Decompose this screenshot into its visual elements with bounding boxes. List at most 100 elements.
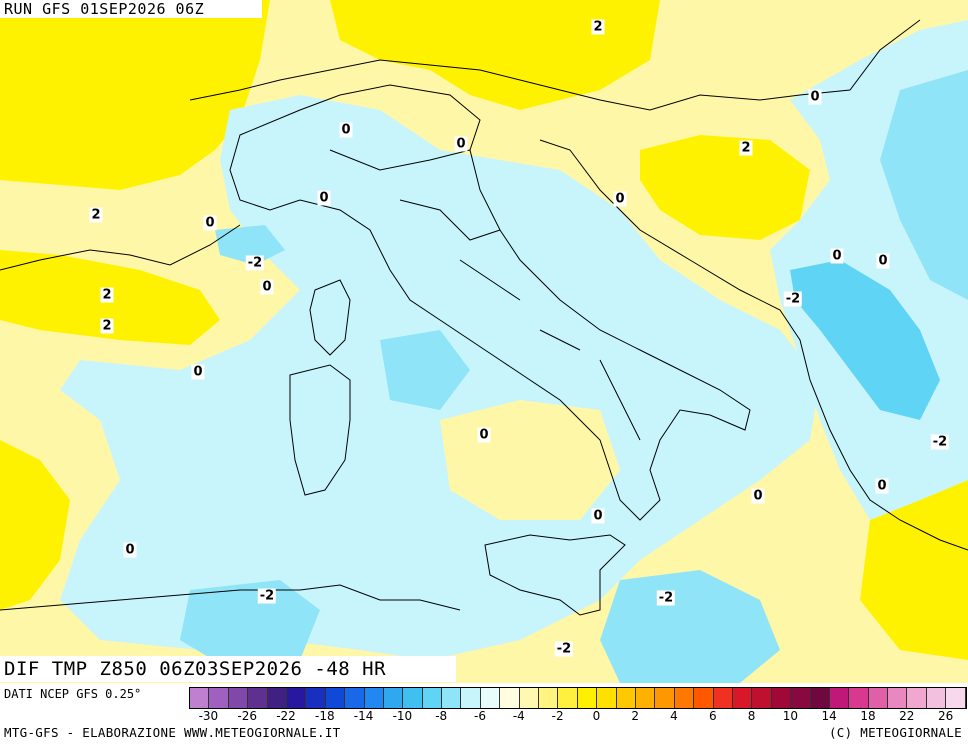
color-scale-cell [325,688,346,708]
cool-anomaly-ligurian [320,130,450,210]
color-scale-cell [732,688,753,708]
contour-label: 2 [591,19,605,35]
france-spain-coast [0,224,241,271]
field-title: DIF TMP Z850 06Z03SEP2026 -48 HR [0,656,456,682]
color-scale-cell [655,688,675,708]
color-scale-cell [442,688,462,708]
color-scale-cell [286,688,307,708]
color-scale-cell [364,688,384,708]
color-scale-cell [888,688,908,708]
contour-label: 0 [191,364,205,380]
contour-label: -2 [656,590,676,606]
italy-coastline [229,84,751,521]
color-scale-cell [674,688,695,708]
contour-label: -2 [257,588,277,604]
color-scale-tick-label: 4 [670,709,678,723]
color-scale-cell [519,688,540,708]
color-scale-cell [306,688,326,708]
color-scale-cell [907,688,927,708]
color-scale-cell [946,688,966,708]
color-scale-cell [926,688,947,708]
contour-label: 0 [203,215,217,231]
contour-label: 2 [100,318,114,334]
color-scale-tick-label: 14 [821,709,837,723]
color-scale-cell [403,688,423,708]
color-scale-tick-label: -26 [237,709,257,723]
balkan-coastline [539,139,968,551]
run-label: RUN GFS 01SEP2026 06Z [0,0,262,18]
color-scale-cell [248,688,268,708]
color-scale-cell [383,688,404,708]
color-scale-cell [771,688,792,708]
color-scale-tick-label: 8 [747,709,756,723]
color-scale-cell [868,688,889,708]
color-scale-cell [752,688,772,708]
contour-label: 0 [339,122,353,138]
color-scale-tick-label: -4 [512,709,525,723]
color-scale-cell [267,688,287,708]
color-scale-tick-label: 10 [782,709,799,723]
color-scale-tick-label: 18 [860,709,876,723]
contour-label: 0 [260,279,274,295]
corsica-coastline [309,279,351,356]
color-scale-tick-label: -8 [435,709,448,723]
color-scale-tick-label: 2 [631,709,640,723]
map-canvas [0,0,968,683]
color-scale-tick-label: -14 [353,709,374,723]
cold-anomaly-east-edge [880,70,968,300]
color-scale-cell [577,688,598,708]
credits-label: MTG-GFS - ELABORAZIONE WWW.METEOGIORNALE… [4,725,341,740]
contour-label: 2 [100,287,114,303]
contour-label: 0 [830,248,844,264]
contour-label: 0 [123,542,137,558]
color-scale-ticks: -30 -26 -22 -18 -14 -10 -8 -6 -4 -2 0 2 4 6 8 10 14 18 22 2… [189,709,968,723]
color-scale-tick-label: -10 [392,709,413,723]
copyright-label: (C) METEOGIORNALE [828,725,962,740]
contour-label: 2 [89,207,103,223]
color-scale-tick-label: -2 [551,709,564,723]
sicily-coastline [484,534,626,616]
color-scale-cell [791,688,811,708]
color-scale-cell [539,688,559,708]
color-scale-tick-label: 0 [592,709,601,723]
cold-anomaly-tyrrhenian [380,330,470,410]
color-scale-cell [713,688,733,708]
color-scale-cell [209,688,229,708]
contour-label: 0 [875,478,889,494]
color-scale-cell [422,688,443,708]
temperature-anomaly-map: 2 0 0 2 0 2 0 0 2 0 -2 0 0 2 -2 0 0 -2 0… [0,0,968,683]
sardinia-coastline [289,364,351,496]
color-scale-cell [829,688,850,708]
color-scale-cell [500,688,520,708]
color-scale-tick-label: -6 [474,709,486,723]
color-scale-tick-label: 22 [899,709,915,723]
contour-label: 0 [477,427,491,443]
cold-anomaly-ionian [600,570,780,683]
legend-panel: DATI NCEP GFS 0.25° -30 -26 -22 -18 -14 -10 -8… [0,683,968,745]
color-scale-cell [345,688,365,708]
color-scale-cell [461,688,481,708]
contour-label: 0 [613,191,627,207]
warm-anomaly-north-west [0,0,270,190]
contour-label: 0 [317,190,331,206]
color-scale-tick-label: 26 [937,709,954,723]
color-scale-cell [597,688,617,708]
color-scale-cell [635,688,656,708]
color-scale-cell [190,688,210,708]
italian-regions [329,149,641,441]
warm-anomaly-south-east [860,480,968,660]
color-scale-cell [694,688,714,708]
color-scale-cell [810,688,830,708]
contour-label: -2 [783,291,803,307]
contour-label: 0 [591,508,605,524]
cold-anomaly-gulf-of-lion [215,225,285,265]
warm-anomaly-alps [330,0,660,110]
contour-label: 0 [454,136,468,152]
color-scale-bar [189,687,967,709]
color-scale-tick-label: -30 [198,709,219,723]
data-source-label: DATI NCEP GFS 0.25° [4,687,142,701]
contour-label: 0 [751,488,765,504]
color-scale-cell [849,688,869,708]
cold-anomaly-albania [790,260,940,420]
color-scale-cell [228,688,249,708]
